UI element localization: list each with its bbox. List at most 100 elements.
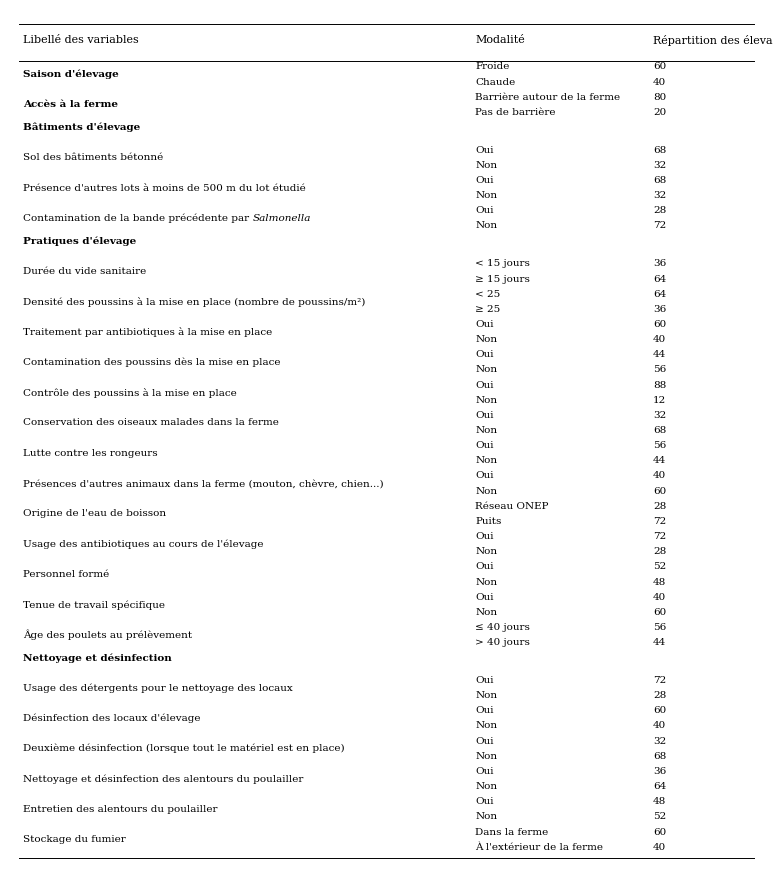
- Text: Présences d'autres animaux dans la ferme (mouton, chèvre, chien...): Présences d'autres animaux dans la ferme…: [23, 479, 384, 488]
- Text: 28: 28: [653, 546, 666, 556]
- Text: Deuxième désinfection (lorsque tout le matériel est en place): Deuxième désinfection (lorsque tout le m…: [23, 743, 345, 752]
- Text: Pratiques d'élevage: Pratiques d'élevage: [23, 236, 137, 246]
- Text: 48: 48: [653, 577, 666, 586]
- Text: 28: 28: [653, 502, 666, 510]
- Text: Oui: Oui: [475, 675, 494, 684]
- Text: 44: 44: [653, 350, 666, 359]
- Text: 32: 32: [653, 191, 666, 200]
- Text: Non: Non: [475, 335, 498, 344]
- Text: Saison d'élevage: Saison d'élevage: [23, 69, 119, 79]
- Text: Présence d'autres lots à moins de 500 m du lot étudié: Présence d'autres lots à moins de 500 m …: [23, 183, 306, 192]
- Text: 72: 72: [653, 531, 666, 540]
- Text: 28: 28: [653, 690, 666, 699]
- Text: Tenue de travail spécifique: Tenue de travail spécifique: [23, 599, 165, 609]
- Text: 40: 40: [653, 471, 666, 480]
- Text: Oui: Oui: [475, 796, 494, 805]
- Text: 20: 20: [653, 108, 666, 117]
- Text: Contrôle des poussins à la mise en place: Contrôle des poussins à la mise en place: [23, 388, 237, 397]
- Text: 36: 36: [653, 304, 666, 313]
- Text: 40: 40: [653, 842, 666, 851]
- Text: 60: 60: [653, 827, 666, 836]
- Text: Répartition des élevages (%): Répartition des élevages (%): [653, 35, 773, 46]
- Text: 12: 12: [653, 396, 666, 404]
- Text: 44: 44: [653, 456, 666, 465]
- Text: 60: 60: [653, 705, 666, 715]
- Text: Densité des poussins à la mise en place (nombre de poussins/m²): Densité des poussins à la mise en place …: [23, 296, 366, 306]
- Text: Sol des bâtiments bétonné: Sol des bâtiments bétonné: [23, 153, 163, 162]
- Text: 40: 40: [653, 335, 666, 344]
- Text: Durée du vide sanitaire: Durée du vide sanitaire: [23, 267, 146, 275]
- Text: 56: 56: [653, 440, 666, 450]
- Text: < 25: < 25: [475, 289, 501, 298]
- Text: 44: 44: [653, 638, 666, 646]
- Text: Contamination des poussins dès la mise en place: Contamination des poussins dès la mise e…: [23, 357, 281, 367]
- Text: 56: 56: [653, 365, 666, 374]
- Text: Oui: Oui: [475, 562, 494, 571]
- Text: Oui: Oui: [475, 146, 494, 154]
- Text: Traitement par antibiotiques à la mise en place: Traitement par antibiotiques à la mise e…: [23, 327, 272, 337]
- Text: Oui: Oui: [475, 736, 494, 745]
- Text: Usage des antibiotiques au cours de l'élevage: Usage des antibiotiques au cours de l'él…: [23, 538, 264, 548]
- Text: ≥ 15 jours: ≥ 15 jours: [475, 275, 530, 283]
- Text: Personnel formé: Personnel formé: [23, 569, 110, 578]
- Text: Contamination de la bande précédente par: Contamination de la bande précédente par: [23, 213, 253, 223]
- Text: 52: 52: [653, 811, 666, 821]
- Text: ≤ 40 jours: ≤ 40 jours: [475, 623, 530, 631]
- Text: Non: Non: [475, 781, 498, 790]
- Text: 68: 68: [653, 175, 666, 185]
- Text: 60: 60: [653, 62, 666, 71]
- Text: 72: 72: [653, 221, 666, 231]
- Text: Entretien des alentours du poulailler: Entretien des alentours du poulailler: [23, 804, 218, 813]
- Text: Conservation des oiseaux malades dans la ferme: Conservation des oiseaux malades dans la…: [23, 418, 279, 427]
- Text: 64: 64: [653, 275, 666, 283]
- Text: Désinfection des locaux d'élevage: Désinfection des locaux d'élevage: [23, 713, 201, 723]
- Text: Non: Non: [475, 221, 498, 231]
- Text: Salmonella: Salmonella: [253, 214, 311, 223]
- Text: Non: Non: [475, 690, 498, 699]
- Text: 40: 40: [653, 721, 666, 730]
- Text: Non: Non: [475, 577, 498, 586]
- Text: Oui: Oui: [475, 766, 494, 775]
- Text: Oui: Oui: [475, 319, 494, 329]
- Text: Oui: Oui: [475, 350, 494, 359]
- Text: Oui: Oui: [475, 471, 494, 480]
- Text: Non: Non: [475, 425, 498, 434]
- Text: ≥ 25: ≥ 25: [475, 304, 501, 313]
- Text: 88: 88: [653, 380, 666, 389]
- Text: Nettoyage et désinfection des alentours du poulailler: Nettoyage et désinfection des alentours …: [23, 774, 304, 783]
- Text: 28: 28: [653, 206, 666, 215]
- Text: Non: Non: [475, 456, 498, 465]
- Text: 72: 72: [653, 517, 666, 525]
- Text: < 15 jours: < 15 jours: [475, 259, 530, 268]
- Text: À l'extérieur de la ferme: À l'extérieur de la ferme: [475, 842, 604, 851]
- Text: 60: 60: [653, 607, 666, 617]
- Text: 32: 32: [653, 410, 666, 419]
- Text: 68: 68: [653, 425, 666, 434]
- Text: Oui: Oui: [475, 380, 494, 389]
- Text: Nettoyage et désinfection: Nettoyage et désinfection: [23, 652, 172, 662]
- Text: Non: Non: [475, 811, 498, 821]
- Text: Réseau ONEP: Réseau ONEP: [475, 502, 549, 510]
- Text: Froide: Froide: [475, 62, 509, 71]
- Text: 40: 40: [653, 77, 666, 87]
- Text: Non: Non: [475, 546, 498, 556]
- Text: Dans la ferme: Dans la ferme: [475, 827, 549, 836]
- Text: 40: 40: [653, 592, 666, 601]
- Text: 56: 56: [653, 623, 666, 631]
- Text: 64: 64: [653, 781, 666, 790]
- Text: > 40 jours: > 40 jours: [475, 638, 530, 646]
- Text: Barrière autour de la ferme: Barrière autour de la ferme: [475, 93, 621, 102]
- Text: 68: 68: [653, 751, 666, 760]
- Text: Non: Non: [475, 721, 498, 730]
- Text: 36: 36: [653, 259, 666, 268]
- Text: 36: 36: [653, 766, 666, 775]
- Text: 32: 32: [653, 736, 666, 745]
- Text: Oui: Oui: [475, 410, 494, 419]
- Text: 60: 60: [653, 319, 666, 329]
- Text: Bâtiments d'élevage: Bâtiments d'élevage: [23, 123, 141, 132]
- Text: Non: Non: [475, 191, 498, 200]
- Text: Âge des poulets au prélèvement: Âge des poulets au prélèvement: [23, 629, 192, 639]
- Text: 48: 48: [653, 796, 666, 805]
- Text: 32: 32: [653, 160, 666, 169]
- Text: 80: 80: [653, 93, 666, 102]
